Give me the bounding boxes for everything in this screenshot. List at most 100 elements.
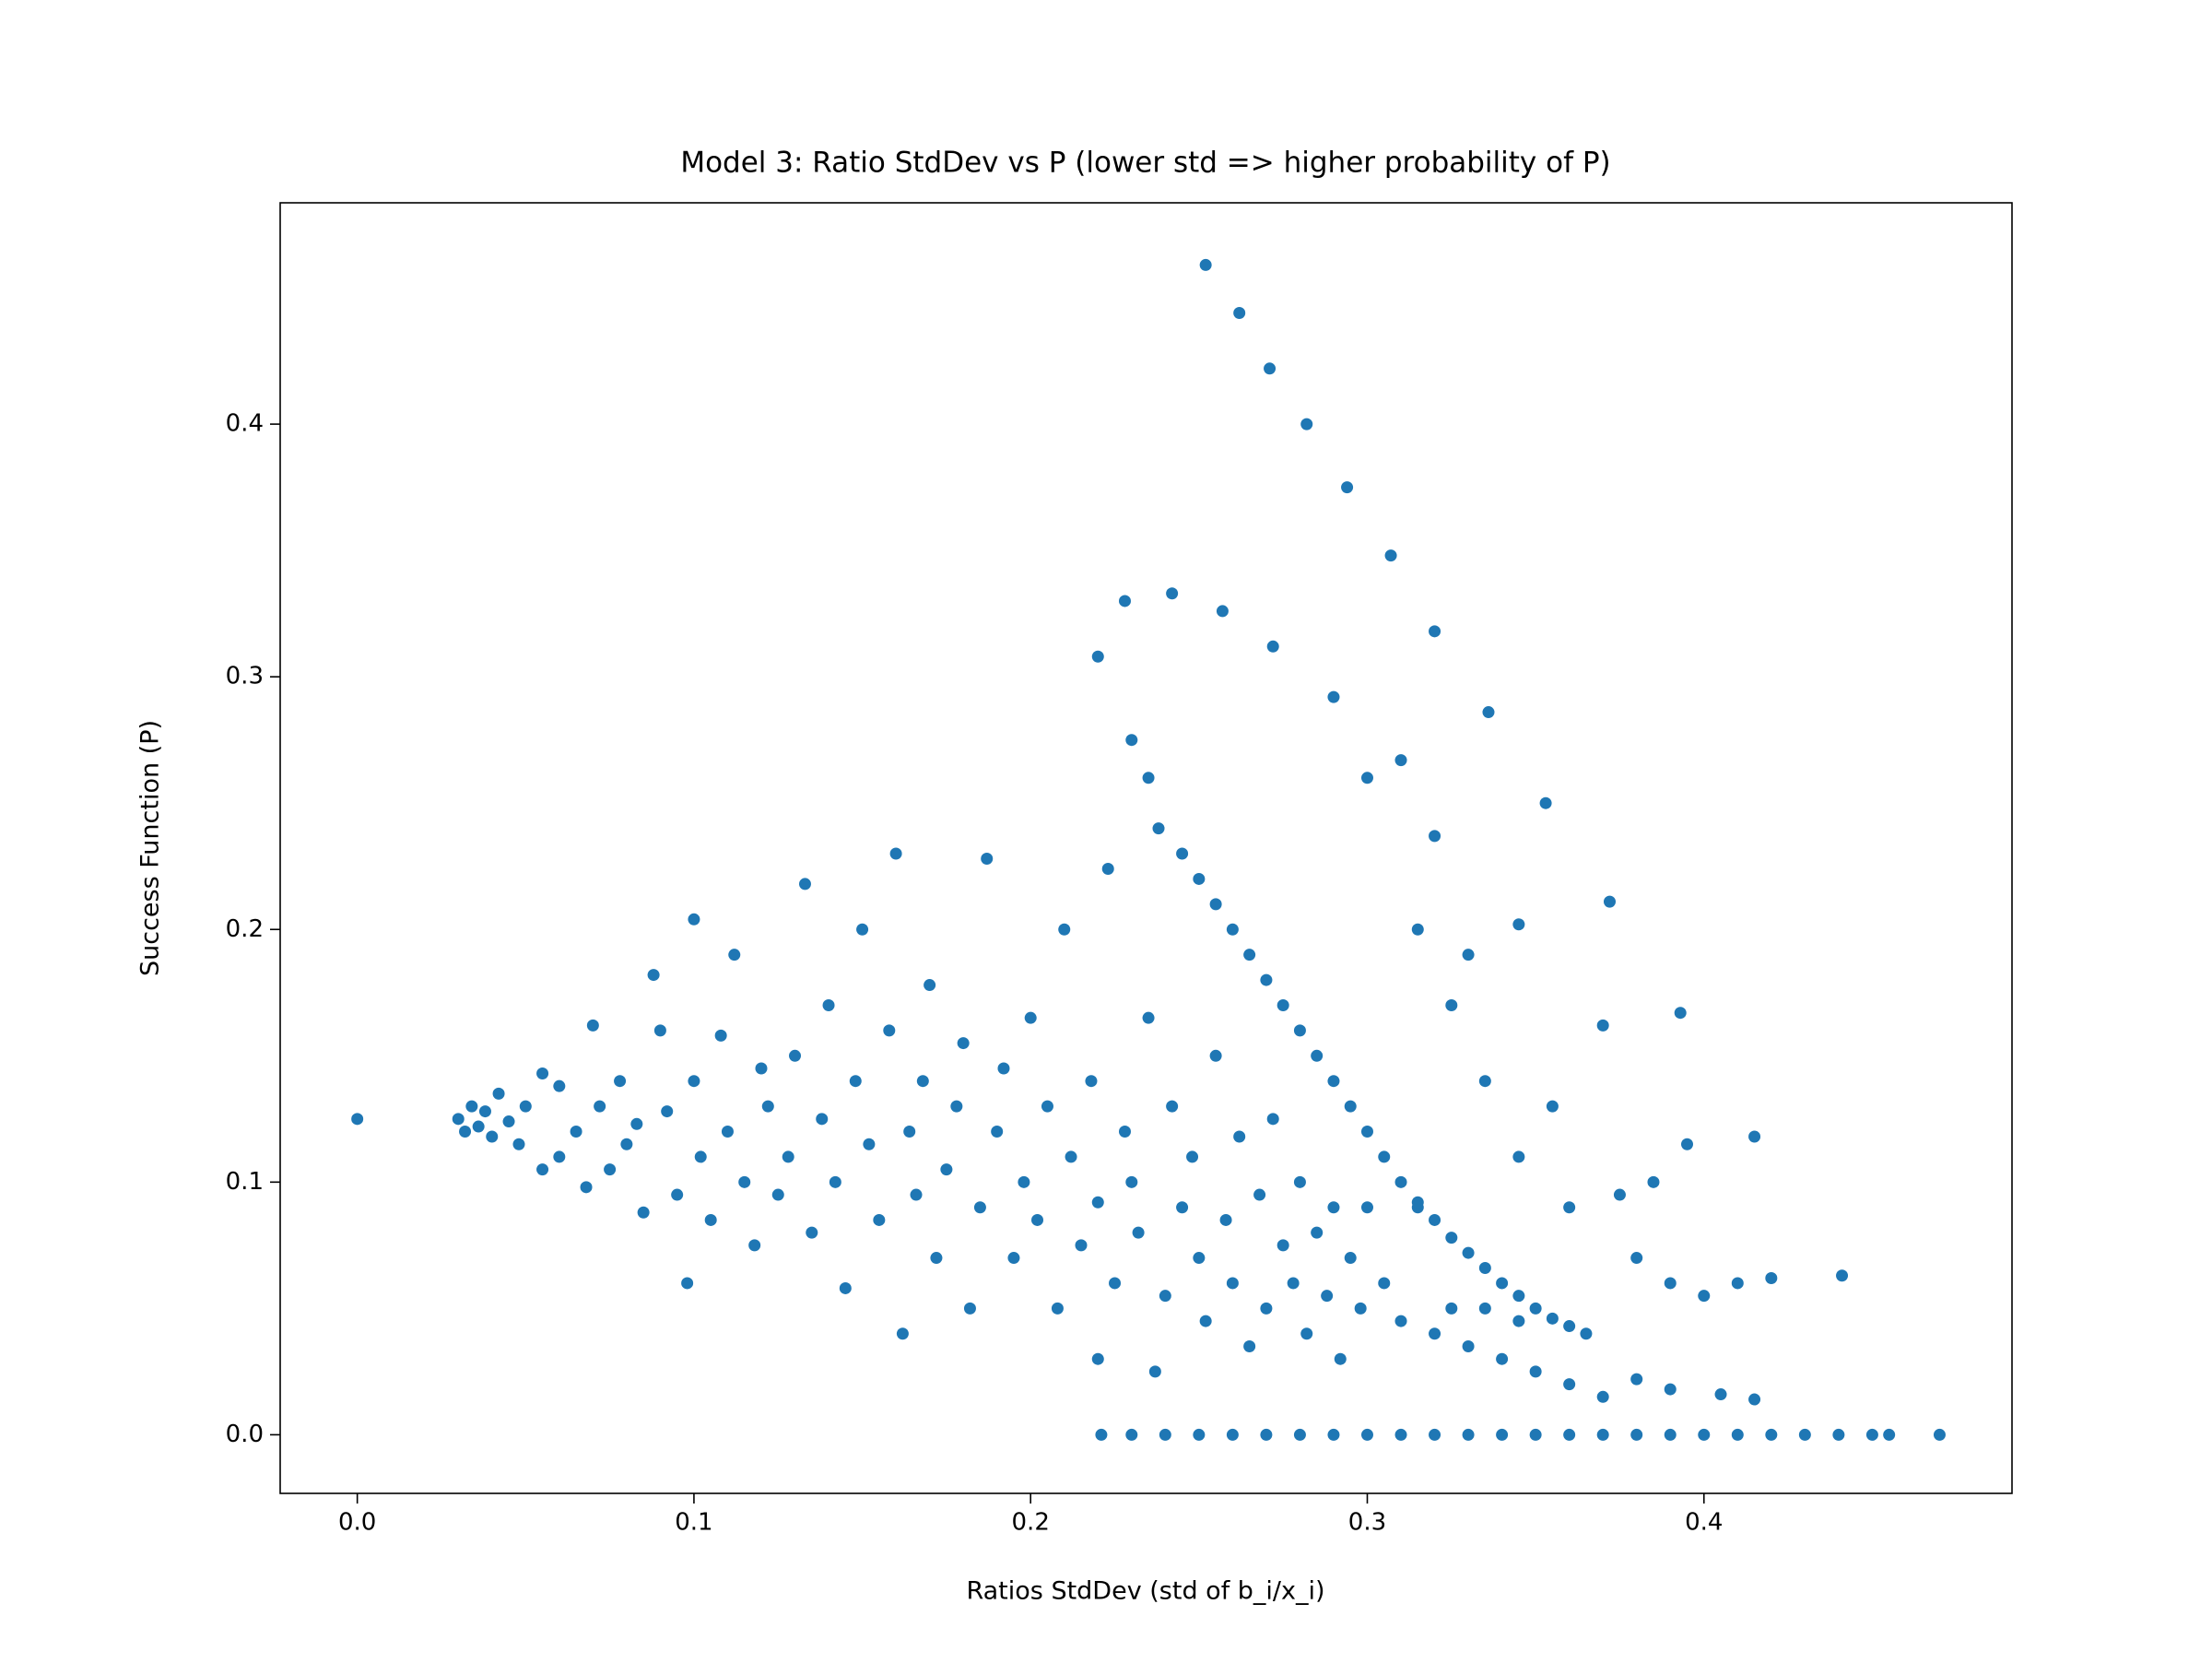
point: [512, 1138, 525, 1150]
plot-frame: [279, 202, 2013, 1494]
point: [594, 1100, 606, 1113]
point: [1041, 1100, 1053, 1113]
point: [1731, 1428, 1744, 1441]
point: [1360, 1201, 1373, 1214]
point: [1512, 1290, 1525, 1303]
point: [1293, 1428, 1306, 1441]
point: [614, 1075, 627, 1088]
point: [822, 998, 835, 1011]
point: [806, 1226, 818, 1239]
point: [903, 1126, 916, 1138]
point: [1091, 1352, 1104, 1365]
point: [1394, 1315, 1407, 1327]
point: [930, 1252, 943, 1265]
point: [1101, 862, 1114, 875]
point: [1478, 1262, 1491, 1275]
point: [1603, 895, 1616, 908]
point: [1219, 1213, 1232, 1226]
point: [1287, 1277, 1300, 1290]
point: [536, 1067, 549, 1079]
point: [620, 1138, 633, 1150]
point: [586, 1019, 599, 1032]
point: [789, 1049, 802, 1062]
point: [1018, 1175, 1030, 1188]
point: [1360, 1126, 1373, 1138]
point: [1630, 1428, 1643, 1441]
point: [1024, 1011, 1037, 1024]
point: [688, 1075, 700, 1088]
point: [1378, 1150, 1391, 1163]
point: [553, 1150, 566, 1163]
point: [1462, 1339, 1475, 1352]
point: [1765, 1271, 1778, 1284]
point: [688, 913, 700, 926]
point: [1176, 1201, 1189, 1214]
point: [1478, 1302, 1491, 1315]
point: [653, 1024, 666, 1037]
point: [661, 1105, 674, 1118]
point: [1199, 1315, 1212, 1327]
point: [1462, 1428, 1475, 1441]
point: [1512, 1150, 1525, 1163]
point: [478, 1105, 491, 1118]
point: [1731, 1277, 1744, 1290]
point: [1798, 1428, 1811, 1441]
point: [637, 1206, 650, 1219]
point: [1334, 1352, 1347, 1365]
point: [973, 1201, 986, 1214]
point: [1529, 1302, 1542, 1315]
point: [1125, 1428, 1138, 1441]
point: [950, 1100, 963, 1113]
y-tick-label: 0.0: [226, 1421, 264, 1448]
point: [1714, 1388, 1727, 1401]
point: [694, 1150, 707, 1163]
x-tick-label: 0.1: [675, 1509, 712, 1537]
point: [883, 1024, 896, 1037]
point: [1327, 1201, 1340, 1214]
point: [1596, 1019, 1609, 1032]
point: [1664, 1277, 1677, 1290]
y-tick-label: 0.2: [226, 915, 264, 943]
point: [1031, 1213, 1044, 1226]
point: [630, 1117, 643, 1130]
point: [704, 1213, 717, 1226]
point: [1482, 706, 1495, 719]
point: [1243, 1339, 1256, 1352]
point: [957, 1037, 970, 1050]
point: [465, 1100, 478, 1113]
point: [1630, 1252, 1643, 1265]
point: [1360, 1428, 1373, 1441]
point: [1277, 998, 1289, 1011]
point: [782, 1150, 794, 1163]
point: [1681, 1138, 1694, 1150]
point: [452, 1113, 465, 1126]
point: [728, 949, 741, 961]
point: [1159, 1290, 1171, 1303]
point: [873, 1213, 886, 1226]
point: [916, 1075, 929, 1088]
point: [1429, 1327, 1441, 1340]
point: [1327, 1428, 1340, 1441]
point: [1647, 1175, 1660, 1188]
point: [771, 1188, 784, 1201]
point: [1630, 1373, 1643, 1386]
point: [570, 1126, 582, 1138]
point: [1394, 1428, 1407, 1441]
point: [1209, 898, 1222, 911]
point: [1360, 772, 1373, 784]
point: [1266, 1113, 1279, 1126]
point: [896, 1327, 909, 1340]
point: [1132, 1226, 1145, 1239]
point: [1394, 1175, 1407, 1188]
point: [738, 1175, 751, 1188]
point: [1327, 690, 1340, 703]
point: [1748, 1130, 1761, 1143]
point: [459, 1126, 472, 1138]
point: [681, 1277, 694, 1290]
chart-title: Model 3: Ratio StdDev vs P (lower std =>…: [680, 147, 1610, 180]
point: [1698, 1428, 1711, 1441]
point: [1193, 1428, 1206, 1441]
point: [1075, 1239, 1088, 1252]
